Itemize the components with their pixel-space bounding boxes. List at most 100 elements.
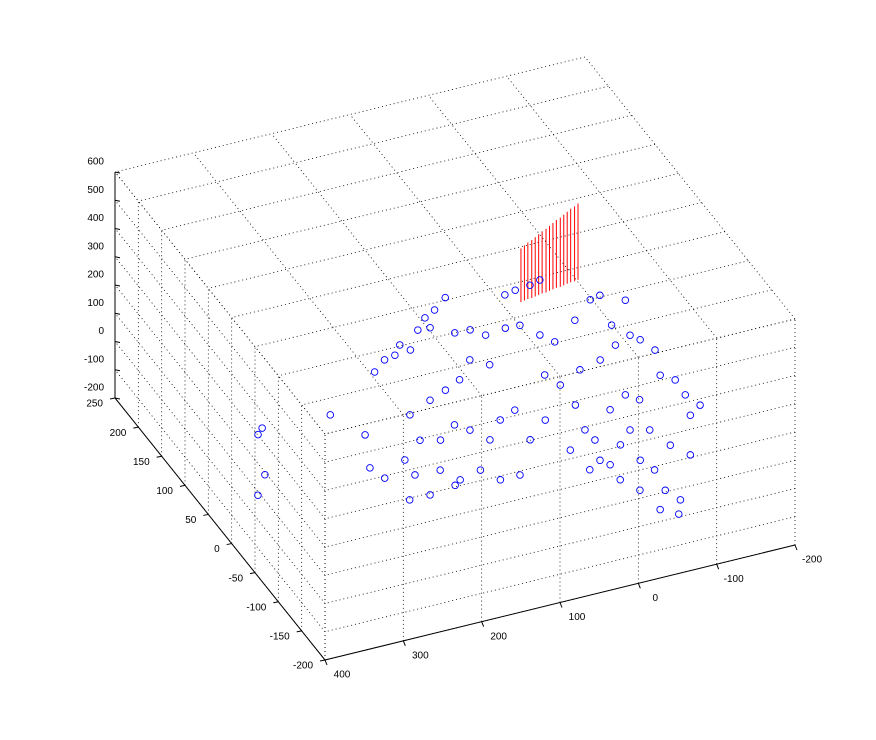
y-tick-label: 150: [133, 457, 150, 468]
point: [380, 356, 389, 364]
point: [626, 426, 634, 434]
point: [485, 360, 494, 369]
point: [496, 476, 505, 484]
grid-line: [324, 346, 796, 463]
point: [426, 396, 434, 404]
point: [430, 306, 439, 314]
point: [511, 406, 519, 414]
point: [501, 291, 509, 299]
point: [254, 430, 262, 439]
x-tick-label: 100: [569, 612, 586, 623]
y-tick-label: -200: [293, 661, 313, 672]
point: [401, 456, 409, 464]
point: [511, 286, 519, 294]
grid-line: [184, 143, 656, 260]
point: [496, 416, 504, 424]
point: [556, 381, 565, 389]
point: [646, 426, 654, 434]
point: [607, 321, 616, 329]
z-tick-label: -100: [84, 354, 104, 365]
point: [661, 486, 670, 495]
point: [621, 296, 630, 304]
point: [576, 366, 584, 374]
point: [406, 411, 414, 419]
point: [571, 401, 580, 409]
x-tick-label: 400: [334, 670, 351, 681]
z-tick: [114, 171, 121, 174]
z-tick-label: -200: [84, 383, 104, 394]
y-tick-label: -150: [270, 632, 290, 643]
point: [596, 356, 604, 364]
point: [611, 341, 620, 349]
grid-line: [114, 171, 326, 435]
y-tick: [109, 397, 116, 400]
point: [650, 466, 659, 474]
point: [366, 464, 374, 472]
grid-line: [271, 133, 482, 396]
grid-line: [584, 56, 796, 320]
point: [566, 446, 575, 454]
point: [466, 426, 474, 434]
point: [540, 371, 549, 379]
y-tick: [133, 426, 139, 429]
z-tick-label: 600: [87, 157, 104, 168]
z-tick-label: 200: [87, 270, 104, 281]
grid-line: [324, 318, 796, 435]
grid-line: [231, 202, 702, 318]
grid-line: [324, 488, 796, 604]
y-tick-label: 100: [156, 486, 173, 497]
grid-line: [301, 289, 772, 406]
point: [526, 281, 534, 289]
grid-line: [138, 85, 609, 202]
point: [426, 324, 434, 332]
point: [258, 424, 266, 432]
point: [396, 341, 404, 349]
point: [536, 331, 544, 339]
y-axis: [114, 397, 326, 661]
point: [541, 416, 550, 424]
grid-line: [254, 231, 726, 348]
y-tick: [156, 455, 162, 458]
point: [596, 291, 604, 300]
grid-line: [324, 403, 796, 520]
point: [656, 371, 664, 379]
point: [436, 466, 444, 474]
point: [441, 293, 449, 302]
y-tick-label: -100: [246, 602, 266, 613]
x-tick: [481, 621, 485, 627]
y-tick-label: 0: [214, 544, 220, 555]
grid-line: [278, 260, 749, 377]
z-tick-label: 400: [87, 213, 104, 224]
y-tick-label: 200: [110, 428, 127, 439]
grid-line: [324, 375, 796, 491]
point: [391, 351, 399, 359]
point: [651, 346, 659, 354]
point: [596, 456, 604, 465]
point: [686, 451, 695, 459]
grid-line: [114, 341, 326, 604]
point: [635, 396, 644, 404]
point: [476, 466, 485, 474]
point: [451, 329, 459, 337]
z-tick: [114, 397, 121, 400]
point: [450, 421, 459, 429]
y-tick-label: 250: [86, 399, 103, 410]
point: [636, 335, 644, 344]
point: [466, 326, 474, 334]
z-tick: [114, 312, 121, 315]
y-tick: [296, 630, 302, 633]
point: [606, 461, 614, 469]
z-tick: [114, 199, 121, 202]
point: [501, 324, 510, 332]
point: [381, 474, 389, 482]
y-tick: [179, 484, 186, 487]
grid-line: [114, 369, 326, 633]
point: [406, 346, 415, 354]
x-tick-label: 200: [490, 631, 507, 642]
point: [516, 321, 524, 330]
grid-line: [193, 152, 404, 416]
grid-line: [324, 431, 796, 548]
x-tick: [324, 659, 328, 666]
grid-line: [114, 312, 326, 576]
